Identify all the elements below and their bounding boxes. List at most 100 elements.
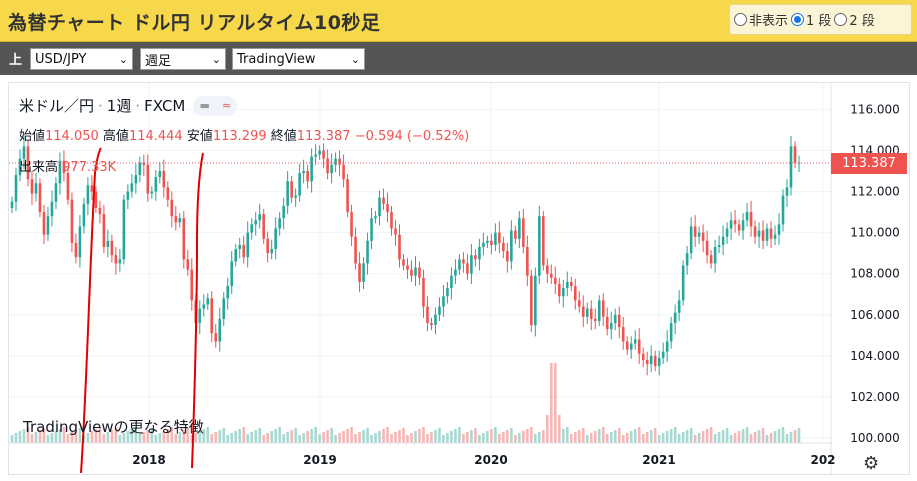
candle-body	[717, 244, 721, 247]
volume-bar	[414, 431, 417, 443]
volume-bar	[701, 431, 705, 443]
candle-body	[18, 158, 22, 176]
volume-bar	[494, 427, 497, 443]
candle-body	[657, 357, 661, 367]
volume-bar	[230, 433, 234, 443]
candle-body	[749, 212, 753, 227]
volume-bar	[202, 429, 206, 443]
candle-body	[314, 154, 317, 157]
volume-bar	[653, 428, 657, 443]
low-value: 113.299	[212, 129, 267, 144]
volume-bar	[298, 435, 301, 443]
candle-body	[705, 240, 709, 256]
volume-bar	[693, 435, 697, 443]
source-select[interactable]: TradingView ⌄	[232, 48, 365, 70]
candle-body	[374, 216, 377, 219]
candle-body	[777, 224, 781, 235]
candle-body	[653, 355, 657, 367]
candle-body	[10, 201, 14, 208]
volume-bar	[490, 429, 493, 443]
candle-body	[390, 212, 393, 229]
y-tick-label: 112.000	[850, 185, 900, 199]
volume-bar	[294, 428, 297, 443]
candle-body	[134, 175, 138, 184]
candle-body	[573, 286, 577, 301]
volume-bar	[749, 434, 753, 443]
volume-bar	[30, 434, 34, 443]
volume-bar	[366, 428, 369, 443]
chevron-down-icon: ⌄	[118, 52, 128, 66]
x-tick-label: 2019	[303, 453, 336, 467]
candle-body	[386, 203, 389, 213]
candle-body	[494, 232, 497, 245]
mode-radio-1[interactable]: 1 段	[791, 10, 831, 29]
volume-bar	[689, 428, 693, 443]
candle-body	[94, 191, 98, 208]
candle-body	[114, 255, 118, 264]
volume-bar	[350, 427, 353, 443]
candle-body	[534, 275, 537, 326]
change-value: −0.594 (−0.52%)	[354, 129, 470, 144]
volume-bar	[126, 431, 130, 443]
candle-body	[202, 304, 206, 309]
candle-body	[689, 226, 693, 254]
volume-bar	[74, 430, 78, 443]
pair-select[interactable]: USD/JPY ⌄	[30, 48, 133, 70]
candle-body	[538, 216, 541, 276]
volume-bar	[641, 434, 645, 443]
mode-radio-hidden[interactable]: 非表示	[734, 10, 788, 29]
volume-bar	[797, 428, 801, 443]
x-tick-label: 2020	[474, 453, 507, 467]
volume-bar	[442, 435, 445, 443]
volume-bar	[138, 434, 142, 443]
volume-bar	[110, 430, 114, 443]
volume-bar	[226, 435, 230, 443]
legend-toggle[interactable]: ▬ ≈	[193, 95, 238, 116]
volume-bar	[278, 427, 281, 443]
candle-body	[330, 164, 333, 174]
volume-bar	[34, 432, 38, 443]
candle-body	[530, 275, 533, 326]
candle-body	[350, 212, 353, 237]
candle-body	[458, 259, 461, 270]
volume-bar	[669, 429, 673, 443]
gear-icon[interactable]: ⚙	[863, 453, 880, 474]
volume-bar	[50, 433, 54, 443]
tradingview-features-link[interactable]: TradingViewの更なる特徴	[23, 418, 204, 436]
candle-body	[629, 343, 633, 350]
candle-body	[270, 249, 273, 254]
volume-bar	[306, 431, 309, 443]
candle-body	[410, 269, 413, 276]
volume-bar	[326, 430, 329, 443]
volume-bar	[745, 427, 749, 443]
candle-body	[242, 244, 246, 258]
period-select[interactable]: 週足 ⌄	[140, 48, 226, 70]
volume-bar	[18, 431, 22, 443]
candle-body	[506, 251, 509, 262]
candle-body	[82, 203, 86, 227]
volume-bar	[554, 363, 557, 443]
candle-body	[609, 322, 613, 330]
low-label: 安値	[186, 129, 213, 144]
volume-bar	[382, 429, 385, 443]
volume-bar	[182, 430, 186, 443]
candle-body	[466, 263, 469, 274]
volume-bar	[410, 433, 413, 443]
volume-bar	[665, 431, 669, 443]
candle-body	[34, 183, 38, 194]
price-chart[interactable]: 116.000 114.000 112.000 110.000 108.000 106.0…	[8, 82, 910, 475]
mode-radio-2[interactable]: 2 段	[834, 10, 875, 29]
volume-bar	[214, 432, 218, 443]
toolbar: 上 USD/JPY ⌄ 週足 ⌄ TradingView ⌄	[0, 42, 917, 75]
volume-bar	[558, 415, 561, 443]
volume-bar	[38, 430, 42, 443]
candle-body	[278, 218, 281, 229]
candle-body	[613, 314, 617, 323]
volume-bar	[474, 428, 477, 443]
volume-bar	[134, 427, 138, 443]
volume-bar	[238, 429, 242, 443]
volume-bar	[94, 429, 98, 443]
volume-bar	[534, 434, 537, 443]
volume-bar	[90, 431, 94, 443]
candle-body	[542, 216, 545, 266]
